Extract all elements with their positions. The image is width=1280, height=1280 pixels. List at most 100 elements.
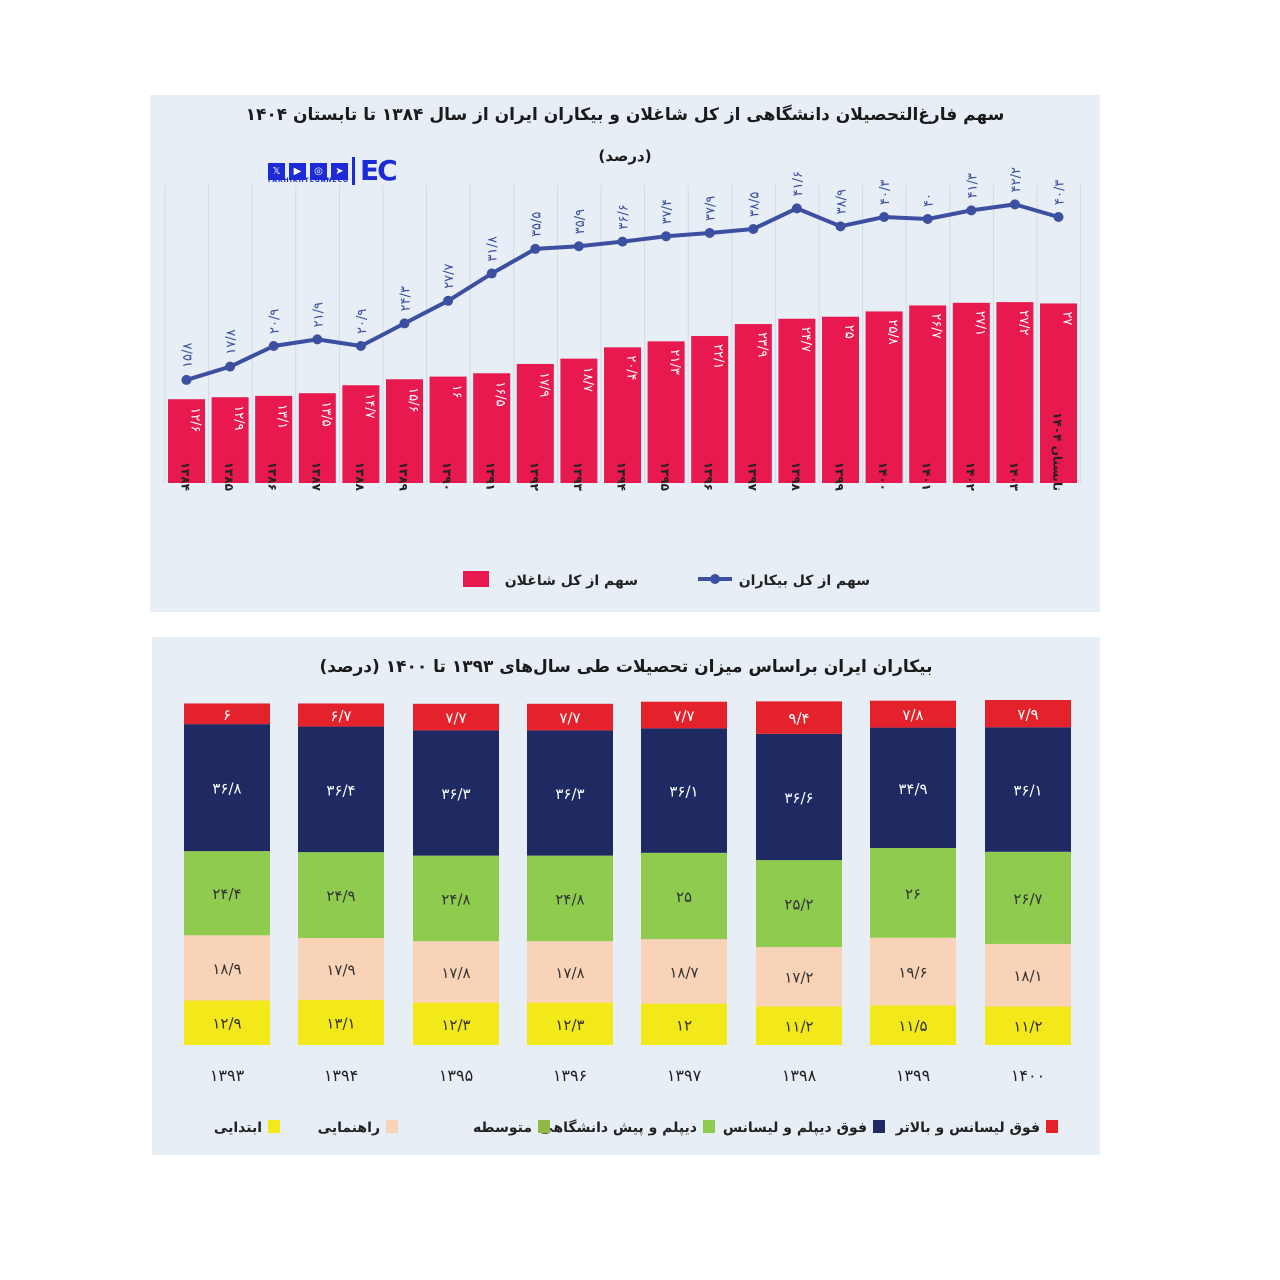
x-tick-label: ۱۴۰۰: [876, 462, 890, 491]
chart1-svg: ۱۲/۶ ۱۳۸۴ ۱۵/۸ ۱۲/۹ ۱۳۸۵ ۱۷/۸ ۱۳/۱ ۱۳۸۶ ۲۰/۹ ۱۳/۵…: [164, 167, 1082, 589]
segment-data-label: ۱۲/۳: [441, 1016, 470, 1034]
line-data-label: ۲۰/۹: [355, 309, 370, 334]
bar: [996, 302, 1034, 483]
line-data-label: ۴۲/۲: [1009, 167, 1024, 192]
x-tick-label: ۱۳۹۳: [571, 462, 585, 492]
segment-data-label: ۱۲/۳: [555, 1016, 584, 1034]
logo-subtext: FARHIKHTEGANECO: [268, 177, 349, 184]
chart2-svg: ۱۲/۹ ۱۸/۹ ۲۴/۴ ۳۶/۸ ۶ ۱۳۹۳ ۱۳/۱ ۱۷/۹ ۲۴/۹ ۳۶/۴ ۶/۷…: [184, 700, 1071, 1136]
bar: [691, 336, 729, 483]
legend-label: دیپلم و پیش دانشگاهی: [539, 1119, 697, 1136]
line-data-label: ۲۰/۹: [268, 309, 283, 334]
stacked-segment: [641, 1003, 727, 1045]
segment-data-label: ۲۴/۸: [555, 890, 584, 908]
segment-data-label: ۷/۹: [1017, 706, 1038, 724]
line-point: [573, 241, 584, 252]
bar: [386, 379, 423, 483]
segment-data-label: ۱۳/۱: [326, 1014, 355, 1032]
line-data-label: ۳۷/۴: [660, 199, 675, 224]
stacked-segment: [756, 701, 842, 734]
line-point: [355, 341, 366, 352]
x-tick-label: ۱۳۸۴: [179, 462, 193, 491]
line-data-label: ۳۵/۹: [573, 209, 588, 234]
youtube-icon: ▶: [289, 162, 306, 180]
legend-swatch: [386, 1120, 398, 1133]
line-data-label: ۳۶/۶: [617, 204, 632, 229]
bar-data-label: ۱۳/۵: [318, 401, 333, 426]
telegram-icon: ➤: [331, 162, 348, 180]
line-point: [617, 236, 628, 247]
line-point: [791, 203, 802, 214]
bar-data-label: ۱۴/۷: [362, 393, 377, 418]
bar-data-label: ۱۵/۶: [406, 387, 421, 412]
line-data-label: ۱۵/۸: [181, 343, 196, 368]
line-point: [225, 361, 236, 372]
bar-data-label: ۱۷/۹: [536, 372, 551, 397]
legend-label-unemployed: سهم از کل بیکاران: [739, 573, 870, 589]
line-point: [704, 227, 715, 238]
stacked-segment: [298, 703, 384, 727]
bar: [952, 302, 990, 483]
x-tick-label: ۱۳۹۸: [789, 462, 803, 492]
bar: [560, 358, 598, 483]
bar-data-label: ۲۳/۹: [754, 332, 769, 357]
segment-data-label: ۱۸/۱: [1013, 967, 1042, 985]
line-data-label: ۲۷/۷: [442, 263, 457, 288]
stacked-segment: [527, 855, 613, 942]
legend-label: متوسطه: [473, 1120, 532, 1136]
bar-data-label: ۲۴/۷: [798, 327, 813, 352]
x-tick-label: ۱۳۸۸: [353, 462, 367, 492]
segment-data-label: ۱۲/۹: [212, 1015, 241, 1033]
stacked-segment: [870, 727, 956, 849]
line-point: [399, 318, 410, 329]
stacked-segment: [756, 733, 842, 861]
segment-data-label: ۳۶/۶: [784, 789, 813, 807]
x-tick-label: ۱۳۹۲: [527, 462, 541, 492]
line-data-label: ۴۱/۳: [965, 173, 980, 198]
legend-swatch: [268, 1120, 280, 1133]
x-tick-label: تابستان ۱۴۰۴: [1051, 412, 1065, 491]
stacked-segment: [413, 941, 499, 1003]
bar: [211, 397, 249, 483]
stacked-segment: [413, 703, 499, 731]
x-tick-label: ۱۳۹۷: [745, 462, 759, 492]
x-tick-label: ۱۴۰۰: [1011, 1066, 1045, 1085]
x-tick-label: ۱۳۹۹: [896, 1066, 930, 1085]
segment-data-label: ۷/۸: [902, 706, 923, 724]
x-tick-label: ۱۳۹۸: [782, 1066, 817, 1085]
legend-swatch: [703, 1120, 715, 1133]
chart-title: سهم فارغ‌التحصیلان دانشگاهی از کل شاغلان…: [245, 105, 1005, 125]
line-data-label: ۴۰/۳: [878, 180, 893, 205]
x-tick-label: ۱۴۰۳: [1007, 462, 1021, 492]
line-data-label: ۳۷/۹: [704, 196, 719, 221]
stacked-segment: [870, 700, 956, 728]
chart-title: بیکاران ایران براساس میزان تحصیلات طی سا…: [319, 657, 933, 677]
stacked-segment: [756, 1006, 842, 1045]
line-data-label: ۴۰: [922, 193, 937, 207]
line-point: [486, 268, 497, 279]
segment-data-label: ۶/۷: [330, 707, 351, 725]
line-data-label: ۴۰/۳: [1053, 180, 1068, 205]
line-point: [268, 341, 279, 352]
segment-data-label: ۲۶/۷: [1013, 890, 1042, 908]
bar: [298, 393, 336, 483]
instagram-icon: ◎: [310, 162, 327, 180]
bar: [429, 376, 467, 483]
stacked-segment: [641, 939, 727, 1004]
x-tick-label: ۱۳۹۵: [658, 462, 672, 491]
stacked-segment: [985, 851, 1071, 944]
stacked-segment: [641, 701, 727, 729]
stacked-segment: [527, 730, 613, 856]
segment-data-label: ۱۷/۸: [555, 964, 584, 982]
stacked-segment: [413, 1002, 499, 1045]
x-tick-label: ۱۳۹۱: [484, 462, 498, 491]
segment-data-label: ۲۴/۹: [326, 887, 355, 905]
x-icon: 𝕏: [268, 162, 285, 180]
stacked-segment: [756, 947, 842, 1007]
stacked-segment: [870, 937, 956, 1006]
stacked-segment: [527, 703, 613, 731]
stacked-segment: [756, 860, 842, 948]
stacked-segment: [413, 855, 499, 942]
stacked-segment: [298, 938, 384, 1000]
bar-data-label: ۲۵: [842, 325, 857, 339]
